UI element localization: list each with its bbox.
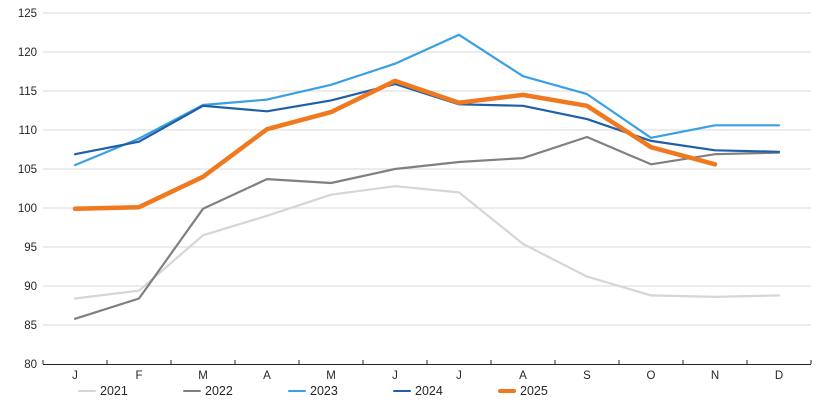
legend-item-2024: 2024	[393, 384, 498, 398]
legend-label-2024: 2024	[415, 384, 443, 398]
legend-swatch-2022	[183, 389, 201, 393]
y-axis-label: 100	[18, 203, 37, 215]
series-line-2024	[73, 82, 781, 156]
legend-swatch-2025	[498, 388, 516, 394]
y-axis-label: 110	[19, 125, 37, 137]
y-axis-label: 120	[18, 47, 37, 59]
legend-item-2022: 2022	[183, 384, 288, 398]
x-axis-label: S	[583, 370, 591, 382]
legend-swatch-2024	[393, 389, 411, 393]
y-axis-label: 90	[24, 281, 37, 293]
x-axis-label: J	[392, 370, 398, 382]
x-axis-label: A	[263, 370, 271, 382]
x-axis-label: J	[72, 370, 78, 382]
legend-item-2021: 2021	[78, 384, 183, 398]
series-line-2025	[72, 78, 718, 212]
x-axis-label: O	[647, 370, 656, 382]
legend-item-2023: 2023	[288, 384, 393, 398]
y-axis-label: 95	[24, 242, 37, 254]
legend-label-2021: 2021	[100, 384, 128, 398]
x-axis-label: N	[711, 370, 719, 382]
y-axis-label: 115	[19, 86, 37, 98]
x-axis-label: F	[135, 370, 142, 382]
x-axis-label: D	[775, 370, 783, 382]
x-axis-label: M	[198, 370, 208, 382]
y-axis-label: 125	[18, 8, 37, 20]
y-axis-label: 85	[24, 320, 37, 332]
x-axis-label: M	[326, 370, 336, 382]
legend-swatch-2021	[78, 389, 96, 393]
y-axis-label: 80	[24, 359, 37, 371]
legend-label-2025: 2025	[520, 384, 548, 398]
series-line-2021	[73, 185, 781, 300]
series-line-2022	[73, 135, 781, 320]
legend-label-2022: 2022	[205, 384, 233, 398]
y-axis-label: 105	[18, 164, 37, 176]
legend-item-2025: 2025	[498, 384, 603, 398]
x-axis-label: J	[456, 370, 462, 382]
legend-label-2023: 2023	[310, 384, 338, 398]
chart-legend: 2021 2022 2023 2024 2025	[78, 384, 603, 398]
series-line-2023	[73, 33, 781, 167]
legend-swatch-2023	[288, 389, 306, 393]
x-axis-label: A	[519, 370, 527, 382]
